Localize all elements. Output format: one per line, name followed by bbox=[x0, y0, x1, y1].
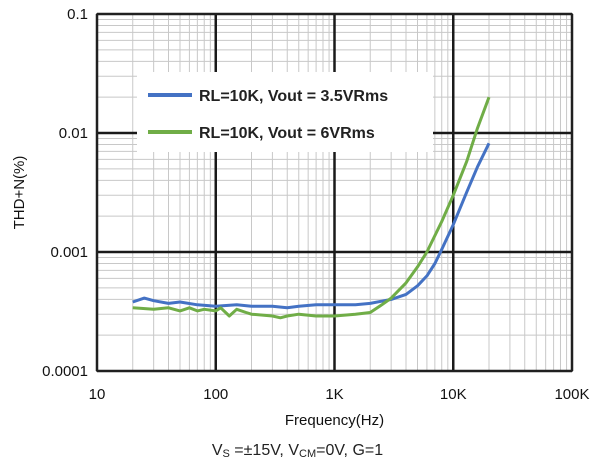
x-tick-label: 100 bbox=[203, 386, 228, 403]
plot-frame bbox=[96, 13, 573, 372]
y-tick-label: 0.0001 bbox=[42, 363, 88, 380]
y-tick-label: 0.01 bbox=[59, 125, 88, 142]
x-tick-label: 10K bbox=[440, 386, 467, 403]
caption-vcm-subscript: CM bbox=[299, 448, 317, 460]
caption-vs-subscript: S bbox=[222, 448, 230, 460]
legend-box bbox=[137, 72, 433, 152]
legend: RL=10K, Vout = 3.5VRms RL=10K, Vout = 6V… bbox=[137, 72, 433, 152]
caption-vs-label: V bbox=[211, 442, 223, 459]
caption-vs-value: =±15V, V bbox=[229, 442, 299, 459]
x-axis-title: Frequency(Hz) bbox=[285, 412, 384, 429]
y-axis-ticks: 0.1 0.01 0.001 0.0001 bbox=[42, 6, 88, 380]
y-axis-title: THD+N(%) bbox=[11, 156, 28, 230]
y-tick-label: 0.1 bbox=[67, 6, 88, 23]
series-layer bbox=[132, 96, 491, 320]
chart-caption: VS =±15V, VCM=0V, G=1 bbox=[0, 442, 595, 460]
y-tick-label: 0.001 bbox=[50, 244, 88, 261]
x-axis-ticks: 10 100 1K 10K 100K bbox=[89, 386, 590, 403]
x-tick-label: 100K bbox=[554, 386, 589, 403]
series-line-1 bbox=[132, 142, 491, 310]
legend-entry-series-2: RL=10K, Vout = 6VRms bbox=[199, 125, 375, 142]
x-tick-label: 1K bbox=[325, 386, 343, 403]
legend-entry-series-1: RL=10K, Vout = 3.5VRms bbox=[199, 88, 388, 105]
caption-vcm-value: =0V, G=1 bbox=[316, 442, 384, 459]
x-tick-label: 10 bbox=[89, 386, 106, 403]
thd-frequency-chart: RL=10K, Vout = 3.5VRms RL=10K, Vout = 6V… bbox=[11, 6, 590, 429]
series-line-2 bbox=[132, 96, 491, 320]
